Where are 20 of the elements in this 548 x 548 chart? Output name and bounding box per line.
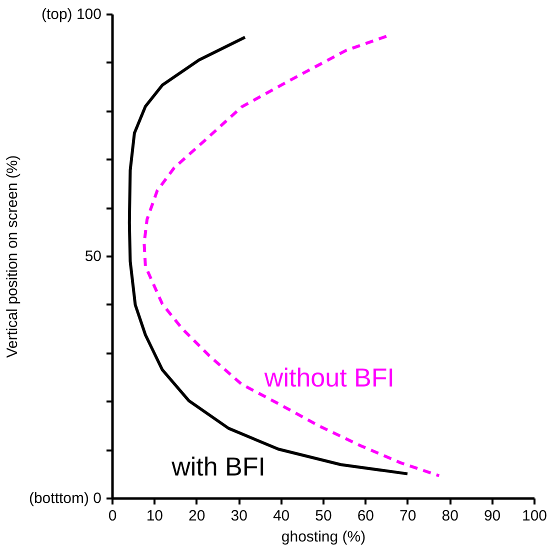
x-tick-label: 70 bbox=[400, 508, 416, 524]
x-tick-label: 90 bbox=[484, 508, 501, 524]
y-tick-label: 50 bbox=[84, 248, 102, 265]
x-tick-label: 100 bbox=[522, 508, 548, 524]
x-axis-title: ghosting (%) bbox=[281, 528, 366, 546]
y-tick-label: (top) 100 bbox=[41, 6, 102, 23]
x-tick-label: 80 bbox=[442, 508, 458, 524]
line-series bbox=[142, 34, 441, 478]
x-tick-label: 40 bbox=[272, 508, 290, 524]
x-tick-label: 10 bbox=[146, 508, 164, 524]
x-tick-label: 30 bbox=[230, 508, 248, 524]
series-label: without BFI bbox=[263, 362, 394, 392]
x-tick-label: 50 bbox=[315, 508, 332, 524]
x-tick-label: 0 bbox=[108, 508, 117, 524]
x-tick-label: 60 bbox=[357, 508, 374, 524]
y-tick-label: (botttom) 0 bbox=[28, 490, 102, 507]
x-tick-label: 20 bbox=[188, 508, 206, 524]
line-series bbox=[128, 36, 409, 476]
y-axis-title: Vertical position on screen (%) bbox=[4, 155, 21, 358]
series-label: with BFI bbox=[170, 452, 266, 482]
